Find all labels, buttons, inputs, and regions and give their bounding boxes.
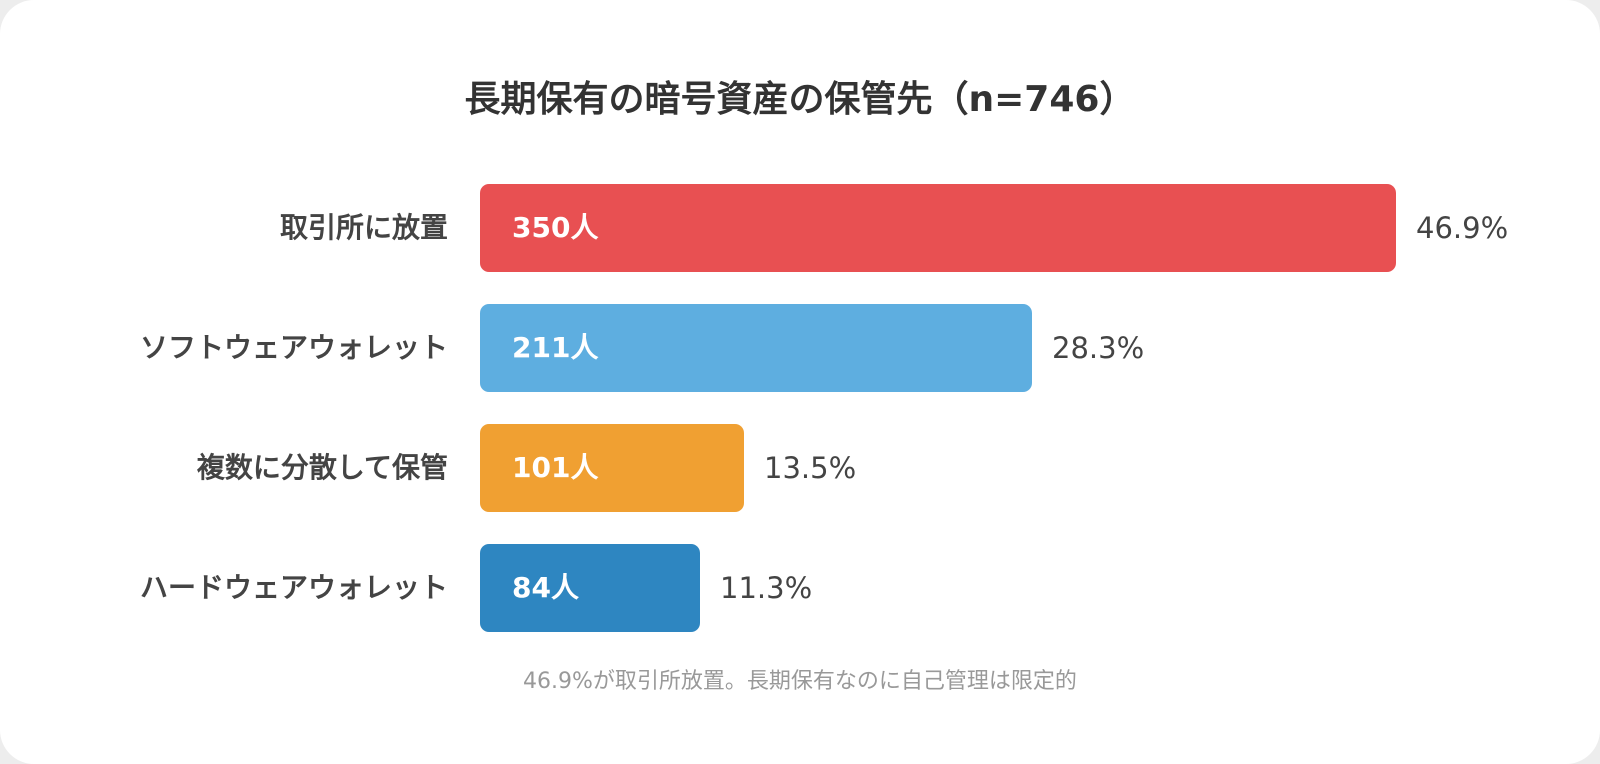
bar-count-label: 84人	[512, 571, 579, 604]
bar	[480, 544, 700, 632]
category-label: ソフトウェアウォレット	[139, 331, 448, 364]
bar-percent-label: 46.9%	[1416, 211, 1509, 245]
bar-percent-label: 28.3%	[1052, 331, 1145, 365]
bar-count-label: 350人	[512, 211, 599, 244]
bar-percent-label: 13.5%	[764, 451, 857, 485]
category-label: 取引所に放置	[279, 211, 448, 244]
bar-count-label: 101人	[512, 451, 599, 484]
bar	[480, 304, 1032, 392]
bar	[480, 424, 744, 512]
chart-title: 長期保有の暗号資産の保管先（n=746）	[464, 79, 1136, 120]
chart-footnote: 46.9%が取引所放置。長期保有なのに自己管理は限定的	[523, 669, 1077, 694]
category-label: ハードウェアウォレット	[139, 571, 448, 604]
bar-count-label: 211人	[512, 331, 599, 364]
bar-percent-label: 11.3%	[720, 571, 813, 605]
bar	[480, 184, 1396, 272]
category-label: 複数に分散して保管	[196, 451, 448, 484]
